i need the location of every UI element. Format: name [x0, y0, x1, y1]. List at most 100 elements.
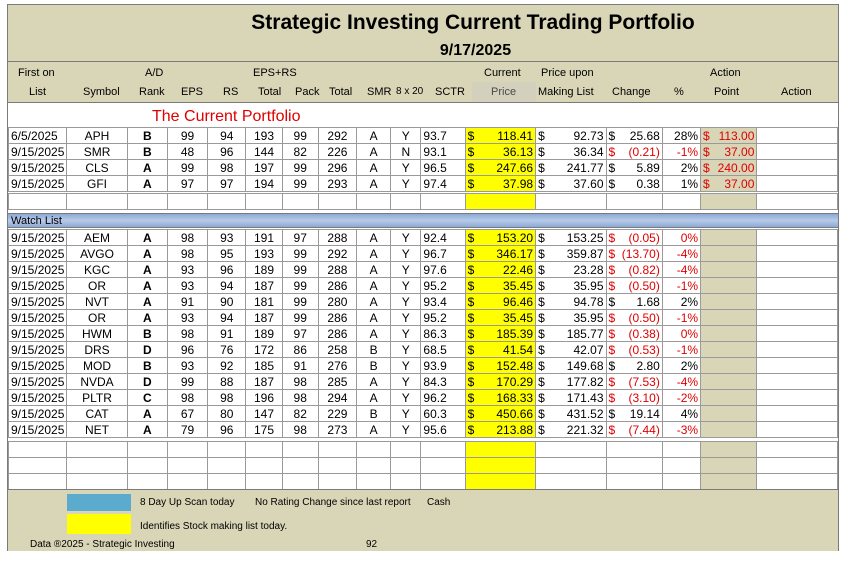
empty-cell — [661, 473, 702, 490]
cell-8x20: Y — [390, 229, 422, 246]
cell-pct: -1% — [661, 143, 702, 160]
amount: 431.52 — [566, 406, 604, 421]
amount: 25.68 — [629, 128, 660, 143]
amount: 37.98 — [503, 176, 534, 191]
header-ad: A/D — [145, 67, 164, 79]
dollar-sign: $ — [703, 176, 710, 191]
cell-current-price: $213.88 — [464, 421, 537, 438]
cell-total: 189 — [245, 325, 283, 342]
header-8x20: 8 x 20 — [396, 86, 424, 97]
cell-change: $ (7.44) — [605, 421, 663, 438]
cell-pct: -4% — [661, 245, 702, 262]
cell-eps: 48 — [166, 143, 209, 160]
header-rank: Rank — [139, 86, 165, 98]
cell-date: 9/15/2025 — [7, 341, 68, 358]
header-total-2: Total — [329, 86, 353, 98]
dollar-sign: $ — [608, 422, 616, 437]
cell-action — [756, 175, 838, 192]
cell-pack: 99 — [281, 261, 319, 278]
dollar-sign: $ — [467, 176, 475, 191]
empty-cell — [661, 441, 702, 458]
cell-pct: 28% — [661, 127, 702, 144]
cell-smr: A — [356, 293, 392, 310]
empty-cell — [700, 457, 758, 474]
cell-sctr: 93.1 — [420, 143, 466, 160]
cell-eps: 93 — [166, 357, 209, 374]
empty-cell — [7, 473, 68, 490]
cell-current-price: $346.17 — [464, 245, 537, 262]
cell-eps: 79 — [166, 421, 209, 438]
cell-smr: B — [356, 357, 392, 374]
page-number: 92 — [366, 539, 378, 550]
cell-making-list: $37.60 — [535, 175, 607, 192]
empty-rows — [7, 441, 838, 490]
table-row: 9/15/2025 NVT A 91 90 181 99 280 A Y 93.4 $96.46 $94… — [7, 293, 838, 310]
cell-making-list: $94.78 — [535, 293, 607, 310]
cell-sctr: 97.6 — [420, 261, 466, 278]
empty-cell — [7, 441, 68, 458]
cell-rank: B — [126, 357, 168, 374]
empty-cell — [126, 473, 168, 490]
cell-eps: 98 — [166, 325, 209, 342]
empty-cell — [281, 441, 319, 458]
cell-smr: A — [356, 143, 392, 160]
empty-cell — [535, 473, 607, 490]
amount: (0.38) — [628, 326, 660, 341]
empty-cell — [535, 441, 607, 458]
empty-cell — [464, 473, 537, 490]
empty-cell — [420, 457, 466, 474]
table-row: 9/15/2025 NVDA D 99 88 187 98 285 A Y 84.3 $170.29 $… — [7, 373, 838, 390]
cell-action — [756, 143, 838, 160]
empty-cell — [700, 441, 758, 458]
cell-date: 9/15/2025 — [7, 325, 68, 342]
amount: 346.17 — [496, 246, 534, 261]
cell-making-list: $221.32 — [535, 421, 607, 438]
cell-action-point — [700, 229, 758, 246]
cell-date: 9/15/2025 — [7, 261, 68, 278]
header-pack: Pack — [295, 86, 320, 98]
cell-pack: 82 — [281, 405, 319, 422]
empty-cell — [66, 473, 128, 490]
dollar-sign: $ — [538, 294, 545, 309]
cell-action-point: $37.00 — [700, 175, 758, 192]
cell-pack: 99 — [281, 159, 319, 176]
empty-row — [7, 193, 838, 210]
cell-action — [756, 389, 838, 406]
cell-action-point — [700, 405, 758, 422]
dollar-sign: $ — [608, 144, 616, 159]
cell-action — [756, 405, 838, 422]
cell-pct: -4% — [661, 261, 702, 278]
cell-action-point: $240.00 — [700, 159, 758, 176]
dollar-sign: $ — [467, 262, 475, 277]
amount: 359.87 — [566, 246, 604, 261]
cell-pct: -4% — [661, 373, 702, 390]
dollar-sign: $ — [538, 230, 545, 245]
cell-8x20: Y — [390, 389, 422, 406]
amount: (0.21) — [628, 144, 660, 159]
cell-8x20: Y — [390, 127, 422, 144]
cell-action-point — [700, 389, 758, 406]
empty-cell — [605, 457, 663, 474]
amount: 94.78 — [573, 294, 604, 309]
amount: 96.46 — [503, 294, 534, 309]
cell-change: $1.68 — [605, 293, 663, 310]
empty-cell — [356, 473, 392, 490]
cell-rank: A — [126, 309, 168, 326]
empty-cell — [420, 441, 466, 458]
table-row: 9/15/2025 MOD B 93 92 185 91 276 B Y 93.9 $152.48 $1… — [7, 357, 838, 374]
amount: 153.20 — [496, 230, 534, 245]
dollar-sign: $ — [538, 262, 545, 277]
empty-cell — [756, 457, 838, 474]
cell-eps: 98 — [166, 389, 209, 406]
table-row: 9/15/2025 OR A 93 94 187 99 286 A Y 95.2 $35.45 $35.… — [7, 309, 838, 326]
cell-action — [756, 261, 838, 278]
cell-action-point — [700, 261, 758, 278]
cell-current-price: $247.66 — [464, 159, 537, 176]
legend-no-change: No Rating Change since last report — [255, 497, 411, 508]
dollar-sign: $ — [467, 326, 475, 341]
cell-rank: C — [126, 389, 168, 406]
empty-cell — [535, 193, 607, 210]
table-row: 9/15/2025 AVGO A 98 95 193 99 292 A Y 96.7 $346.17 $… — [7, 245, 838, 262]
dollar-sign: $ — [538, 390, 545, 405]
cell-smr: A — [356, 261, 392, 278]
